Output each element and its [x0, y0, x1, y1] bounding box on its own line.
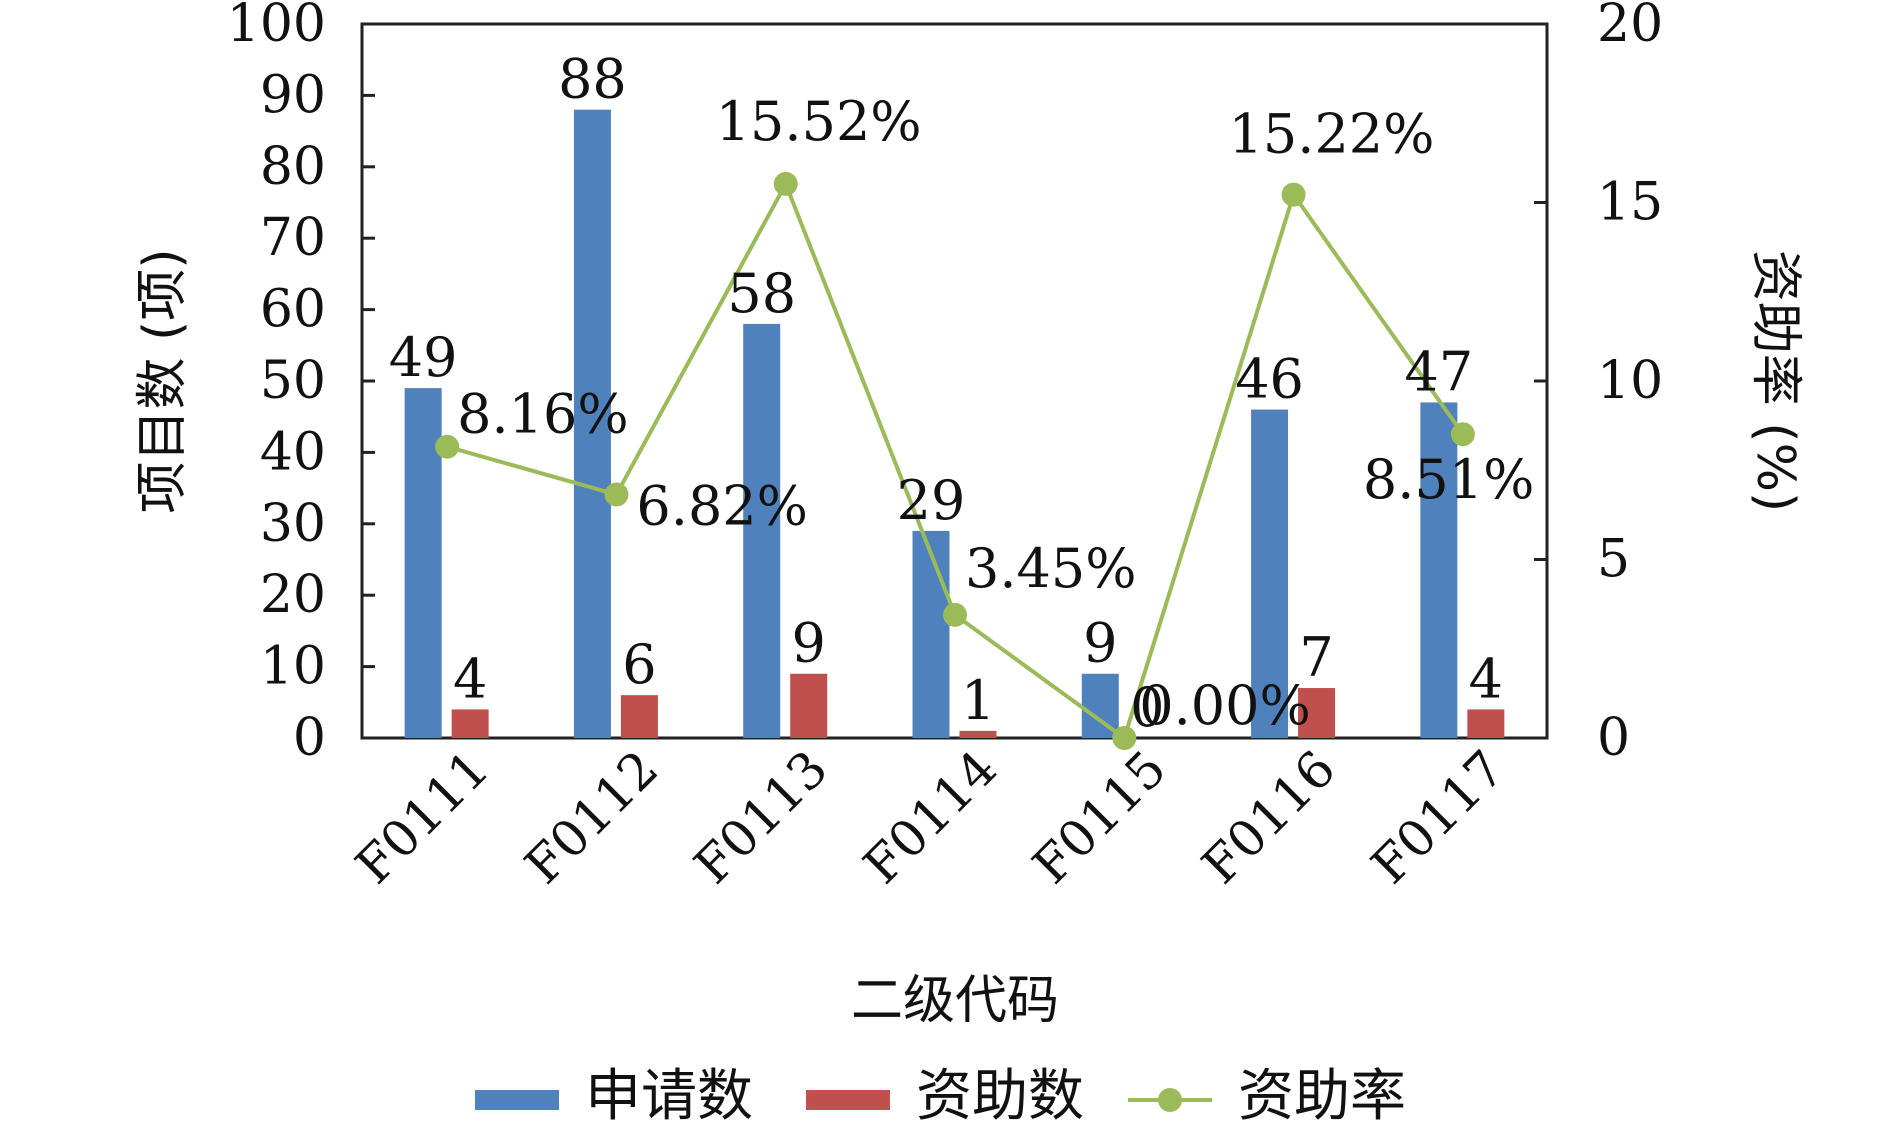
- rate-label: 8.51%: [1363, 448, 1535, 511]
- rate-point: [1112, 726, 1137, 750]
- y2-axis-title: 资助率 (%): [1745, 250, 1805, 513]
- funded-bar: [620, 695, 658, 738]
- applications-bar-label: 88: [558, 48, 627, 111]
- legend-funded-swatch: [806, 1090, 890, 1110]
- y2-tick-label: 5: [1597, 530, 1630, 590]
- funded-bar: [790, 673, 828, 738]
- legend-applications-text: 申请数: [585, 1064, 753, 1129]
- applications-bar-label: 47: [1404, 340, 1473, 403]
- rate-label: 6.82%: [636, 475, 808, 538]
- applications-bar: [912, 530, 950, 738]
- right-axis-ticks: 0 5 10 15 20: [1534, 0, 1663, 768]
- rate-label: 8.16%: [457, 383, 629, 446]
- category-label: F0117: [1360, 739, 1516, 895]
- rate-label: 3.45%: [965, 537, 1137, 600]
- funded-bar-label: 4: [1469, 647, 1503, 710]
- rate-line: [435, 171, 1475, 750]
- y-tick-label: 10: [260, 637, 326, 697]
- x-axis-title: 二级代码: [851, 971, 1059, 1031]
- applications-bar: [404, 388, 442, 738]
- applications-bar: [1420, 402, 1458, 738]
- funded-bar: [959, 730, 997, 738]
- applications-bar: [1251, 409, 1289, 738]
- rate-point: [773, 171, 798, 196]
- bars: [404, 109, 1505, 739]
- rate-label: 0.00%: [1139, 674, 1311, 737]
- applications-bar: [743, 323, 781, 738]
- y-tick-label: 60: [260, 280, 326, 340]
- category-label: F0116: [1191, 739, 1347, 895]
- legend-rate-swatch-dot: [1158, 1088, 1182, 1112]
- left-axis-ticks: 0 10 20 30 40 50 60 70 80 90 100: [227, 0, 375, 768]
- funded-bar-label: 7: [1299, 626, 1333, 689]
- y-tick-label: 0: [293, 708, 326, 768]
- category-label: F0111: [345, 739, 501, 895]
- legend-applications-swatch: [475, 1090, 559, 1110]
- y2-tick-label: 10: [1597, 351, 1663, 411]
- funded-bar-label: 1: [961, 669, 995, 732]
- applications-bar-label: 49: [389, 326, 458, 389]
- rate-point: [943, 602, 967, 627]
- funded-bar: [1467, 709, 1505, 738]
- y-tick-label: 90: [260, 65, 326, 125]
- rate-label: 15.52%: [716, 90, 922, 153]
- applications-bar-label: 46: [1235, 348, 1304, 411]
- applications-bar: [573, 109, 611, 739]
- y-axis-title: 项目数 (项): [133, 248, 193, 513]
- rate-point: [604, 482, 629, 507]
- category-label: F0113: [683, 739, 839, 895]
- y-tick-label: 50: [260, 351, 326, 411]
- legend-funded-text: 资助数: [916, 1064, 1084, 1129]
- y2-tick-label: 20: [1597, 0, 1663, 54]
- category-labels: F0111 F0112 F0113 F0114 F0115 F0116 F0117: [345, 739, 1516, 895]
- y-tick-label: 20: [260, 565, 326, 625]
- legend: 申请数 资助数 资助率: [475, 1064, 1406, 1129]
- funded-bar: [1298, 688, 1336, 738]
- rate-point: [435, 434, 460, 459]
- rate-point: [1281, 182, 1306, 207]
- funded-bar-label: 0: [1130, 676, 1164, 739]
- funded-bar-label: 4: [453, 647, 487, 710]
- category-label: F0112: [514, 739, 670, 895]
- applications-bar-label: 58: [727, 262, 796, 325]
- applications-bar-label: 9: [1083, 612, 1117, 675]
- y2-tick-label: 15: [1597, 173, 1663, 233]
- category-label: F0114: [852, 739, 1008, 895]
- applications-bar-label: 29: [897, 469, 966, 532]
- funded-bar: [451, 709, 489, 738]
- rate-point: [1450, 422, 1475, 447]
- funded-bar-label: 6: [622, 633, 656, 696]
- funded-bar-label: 9: [792, 612, 826, 675]
- category-label: F0115: [1022, 739, 1178, 895]
- y-tick-label: 70: [260, 208, 326, 268]
- y-tick-label: 30: [260, 494, 326, 554]
- legend-rate-text: 资助率: [1238, 1064, 1406, 1129]
- rate-label: 15.22%: [1229, 103, 1435, 166]
- y-tick-label: 40: [260, 422, 326, 482]
- y-tick-label: 100: [227, 0, 326, 54]
- y-tick-label: 80: [260, 137, 326, 197]
- y2-tick-label: 0: [1597, 708, 1630, 768]
